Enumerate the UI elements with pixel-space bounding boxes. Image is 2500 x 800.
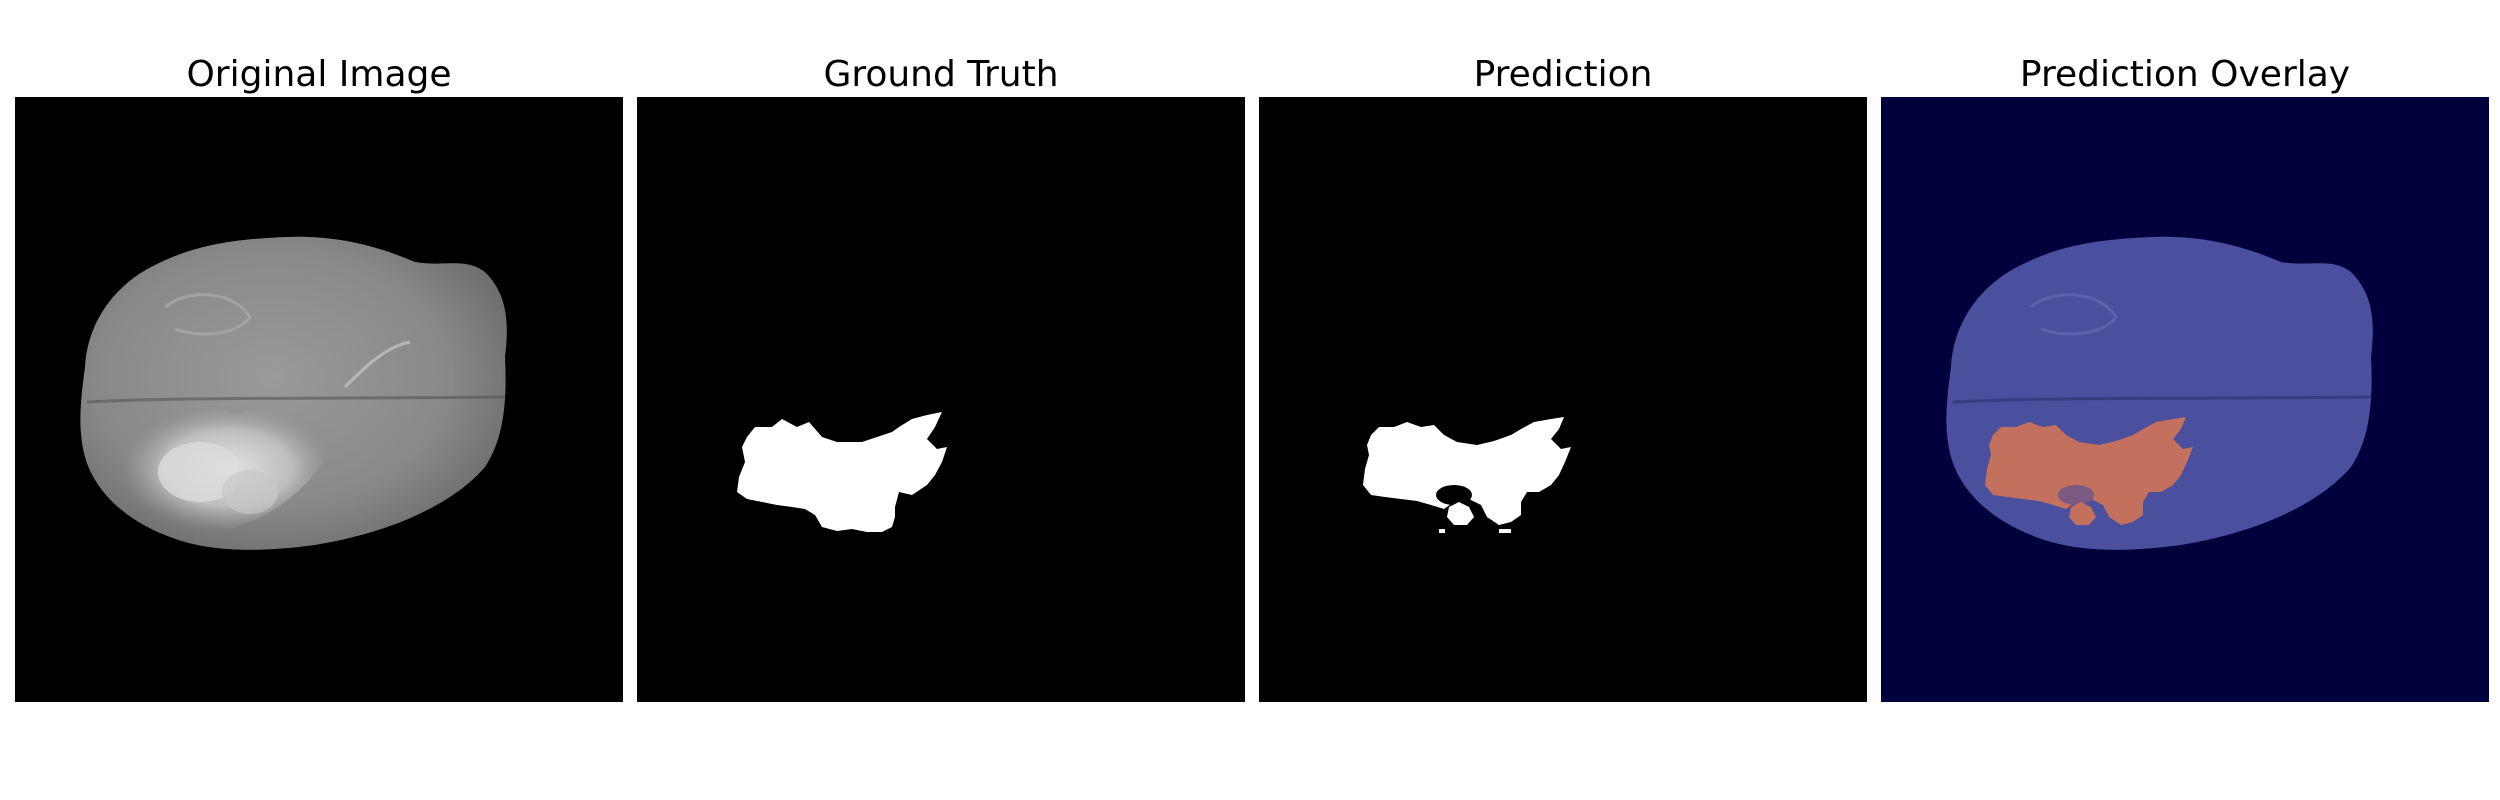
prediction-speck-2 [1439,529,1445,533]
prediction-blob [1447,502,1474,525]
image-background [1259,97,1867,702]
prediction-speck [1499,529,1511,533]
prediction-hole [1436,485,1472,505]
midline [86,395,506,404]
panel-title: Original Image [186,54,452,95]
tumor-core-2 [222,470,278,514]
original-image [15,97,623,702]
vessel [343,340,411,389]
panel-original-image: Original Image [15,0,623,800]
overlay-hole [2058,485,2094,505]
panel-prediction: Prediction [1259,0,1867,800]
prediction-tumor [1363,417,1571,525]
panel-title: Prediction [1473,54,1653,95]
ground-truth-speck [867,442,877,447]
overlay-blob [2069,502,2096,525]
ground-truth-mask [637,97,1245,702]
image-background [637,97,1245,702]
ground-truth-tumor [737,412,947,532]
prediction-mask [1259,97,1867,702]
overlay-midline [1952,395,2372,404]
overlay-ventricle [2030,293,2118,336]
panel-title: Prediction Overlay [2019,54,2351,95]
prediction-overlay [1881,97,2489,702]
tumor-core [158,442,242,502]
overlay-tumor [1985,417,2193,525]
ventricle [164,293,252,336]
panel-prediction-overlay: Prediction Overlay [1881,0,2489,800]
panel-ground-truth: Ground Truth [637,0,1245,800]
panel-title: Ground Truth [823,54,1059,95]
